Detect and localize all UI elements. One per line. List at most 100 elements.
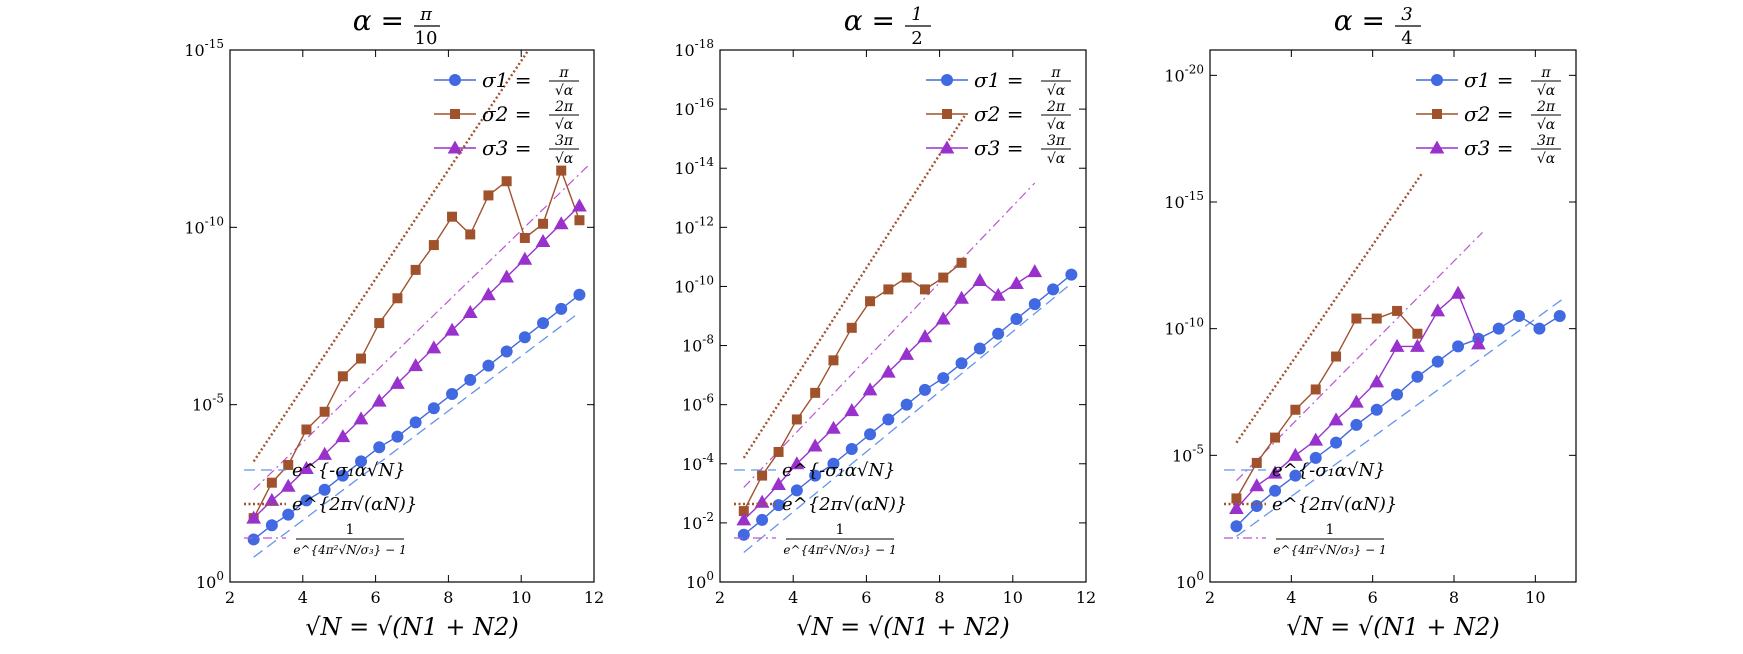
series-σ1-point <box>409 416 422 429</box>
series-σ1-point <box>265 519 278 532</box>
series-σ1-point <box>1250 500 1263 512</box>
x-tick-label: 2 <box>225 588 235 607</box>
plot-area <box>1229 173 1566 537</box>
legend-top: σ1 = π√ασ2 = 2π√ασ3 = 3π√α <box>926 65 1071 167</box>
legend-marker-triangle <box>939 140 955 154</box>
series-σ3-point <box>481 287 496 301</box>
ref-line-dotted <box>1235 173 1423 444</box>
series-σ2-point <box>574 215 585 226</box>
legend-bottom-num: 1 <box>346 522 355 538</box>
series-σ1-point <box>845 443 858 455</box>
series-σ3-point <box>280 478 296 492</box>
series-σ1-point <box>500 345 513 358</box>
legend-label-lhs: σ3 = <box>974 136 1024 160</box>
series-σ3-point <box>972 273 988 287</box>
title-denominator: 10 <box>415 28 438 49</box>
series-σ3-point <box>754 494 770 508</box>
legend-label-num: 2π <box>1536 99 1556 115</box>
series-σ1-point <box>937 372 950 385</box>
series-σ1-point <box>373 441 386 454</box>
legend-bottom-den: e^{4π²√N/σ₃} − 1 <box>293 543 406 557</box>
series-σ1-point <box>336 469 349 482</box>
series-σ1-point <box>809 469 822 482</box>
legend-marker-triangle <box>447 140 463 154</box>
legend-label-lhs: σ1 = <box>974 68 1024 92</box>
series-σ1-point <box>1350 418 1363 431</box>
y-tick-label: 100 <box>686 569 714 592</box>
series-σ2-point <box>1371 313 1382 324</box>
x-tick-label: 10 <box>1525 588 1545 607</box>
legend-bottom-num: 1 <box>1326 522 1335 538</box>
series-σ2-point <box>901 272 912 283</box>
x-tick-label: 6 <box>1368 588 1378 607</box>
series-σ1-point <box>1452 340 1465 353</box>
series-σ2-point <box>956 257 967 268</box>
x-tick-label: 8 <box>1449 588 1459 607</box>
series-σ3-point <box>771 476 786 490</box>
legend-marker-square <box>450 109 460 119</box>
series-σ1-point <box>1553 310 1566 322</box>
series-σ3-point <box>954 290 969 304</box>
y-tick-label: 10-10 <box>184 214 224 237</box>
legend-bottom-den: e^{4π²√N/σ₃} − 1 <box>783 543 896 557</box>
legend-top: σ1 = π√ασ2 = 2π√ασ3 = 3π√α <box>1416 65 1561 167</box>
y-tick-label: 10-10 <box>1164 316 1204 339</box>
legend-label-lhs: σ3 = <box>1464 136 1514 160</box>
series-σ2-point <box>1290 404 1301 415</box>
series-σ3-point <box>899 346 915 360</box>
series-σ2-point <box>791 414 802 425</box>
y-tick-label: 10-12 <box>674 214 714 237</box>
series-σ1-point <box>537 317 550 330</box>
series-σ3-point <box>1009 275 1024 289</box>
series-σ3-point <box>1308 432 1324 446</box>
series-σ3-point <box>807 438 823 452</box>
legend-label-den: √α <box>555 117 574 133</box>
legend-marker-circle <box>941 74 953 86</box>
series-σ2-point <box>519 232 530 243</box>
legend-label-num: 3π <box>1537 133 1556 149</box>
legend-label-lhs: σ3 = <box>482 136 532 160</box>
series-σ1-point <box>1370 403 1383 416</box>
panel-2: 2 4 6 8 10 1210010-210-410-610-810-1010-1210-… <box>674 4 1096 641</box>
series-σ2-point <box>410 264 421 275</box>
series-σ1-point <box>1289 469 1302 482</box>
series-σ1-point <box>772 499 785 512</box>
legend-label-lhs: σ2 = <box>1464 102 1514 126</box>
x-tick-label: 2 <box>715 588 725 607</box>
ref-line-dashdot <box>743 182 1036 488</box>
series-σ3-point <box>335 429 351 443</box>
series-σ3-point <box>844 403 860 417</box>
series-σ3-point <box>371 393 387 407</box>
x-axis-label: √N = √(N1 + N2) <box>1286 613 1500 641</box>
legend-label-num: 2π <box>1046 99 1066 115</box>
series-σ2-point <box>483 190 494 201</box>
series-σ3-point <box>408 358 423 372</box>
legend-bottom-label: e^{2π√(αN)} <box>292 494 417 515</box>
series-σ1-point <box>1492 322 1505 335</box>
series-σ3-point <box>264 492 280 506</box>
ref-line-dashed <box>253 311 580 558</box>
legend-label-num: 3π <box>555 133 574 149</box>
y-tick-label: 10-16 <box>674 96 714 119</box>
y-tick-label: 10-5 <box>192 392 224 415</box>
series-σ3-point <box>1328 412 1344 426</box>
plot-area <box>246 50 591 558</box>
x-tick-label: 4 <box>788 588 798 607</box>
series-σ2-point <box>1412 328 1423 339</box>
series-σ2-point <box>392 293 403 304</box>
y-tick-label: 10-4 <box>682 451 714 474</box>
series-σ1-point <box>1431 355 1444 368</box>
y-tick-label: 10-6 <box>682 392 714 415</box>
chart-title: α = 1 2 <box>844 4 931 49</box>
series-σ3-point <box>826 420 841 434</box>
legend-bottom-label: e^{2π√(αN)} <box>782 494 907 515</box>
ref-line-dotted <box>742 114 967 459</box>
series-σ3-point <box>1288 447 1303 461</box>
series-σ2-line <box>1235 310 1418 499</box>
x-tick-label: 12 <box>1076 588 1096 607</box>
legend-label-lhs: σ2 = <box>974 102 1024 126</box>
title-lhs: α = <box>353 4 404 37</box>
series-σ2-point <box>938 272 949 283</box>
title-lhs: α = <box>1334 4 1385 37</box>
